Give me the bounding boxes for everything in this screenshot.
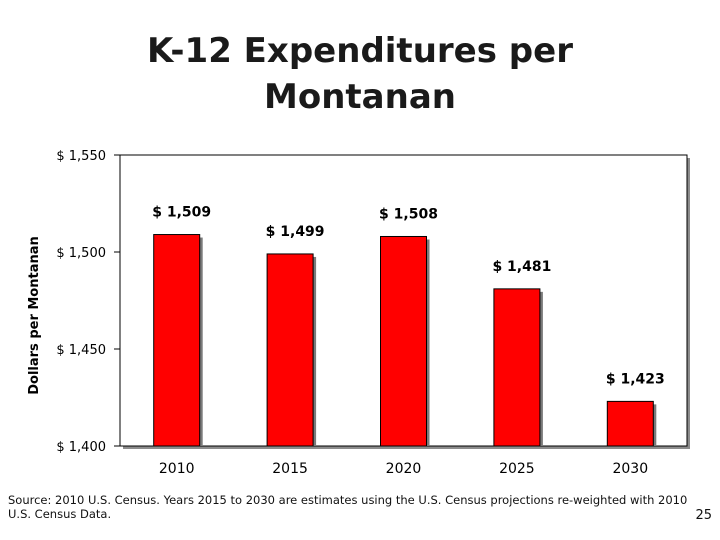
page-number: 25 [695, 508, 712, 523]
y-tick-label: $ 1,400 [56, 440, 106, 455]
data-label-2010: $ 1,509 [152, 205, 211, 221]
data-label-2020: $ 1,508 [379, 206, 438, 222]
x-tick-label: 2020 [386, 461, 422, 477]
data-label-2025: $ 1,481 [492, 259, 551, 275]
source-note: Source: 2010 U.S. Census. Years 2015 to … [8, 493, 688, 521]
x-tick-label: 2030 [612, 461, 648, 477]
y-tick-label: $ 1,550 [56, 149, 106, 164]
chart-title: K-12 Expenditures per Montanan [0, 28, 720, 120]
y-tick-label: $ 1,450 [56, 343, 106, 358]
y-tick-label: $ 1,500 [56, 246, 106, 261]
y-axis-label: Dollars per Montanan [27, 236, 42, 395]
data-label-2030: $ 1,423 [606, 371, 665, 387]
bar-chart: $ 1,400 $ 1,450 $ 1,500 $ 1,550 Dollars per … [27, 149, 690, 477]
chart-title-line-2: Montanan [264, 77, 456, 117]
data-label-2015: $ 1,499 [266, 224, 325, 240]
x-tick-label: 2015 [272, 461, 308, 477]
chart-title-line-1: K-12 Expenditures per [147, 31, 573, 71]
bar-2020 [380, 235, 427, 447]
bar-2025 [493, 288, 541, 447]
x-tick-label: 2010 [159, 461, 195, 477]
bar-2030 [606, 400, 654, 447]
bar-2010 [153, 234, 201, 447]
bar-2015 [266, 253, 314, 447]
x-tick-label: 2025 [499, 461, 535, 477]
